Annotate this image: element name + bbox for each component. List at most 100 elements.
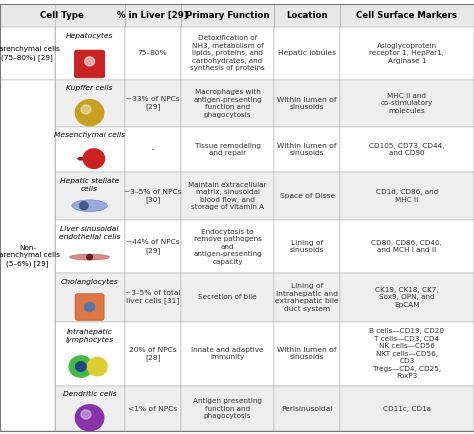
Bar [340,386,474,431]
Circle shape [75,404,104,431]
Text: % in Liver [29]: % in Liver [29] [118,11,188,20]
Text: Non-
Parenchymal cells
(5–6%) [29]: Non- Parenchymal cells (5–6%) [29] [0,245,60,266]
Circle shape [75,100,104,126]
Text: Within lumen of
sinusoids: Within lumen of sinusoids [277,143,337,156]
Text: Dendritic cells: Dendritic cells [63,391,117,397]
Bar [55,127,125,172]
Circle shape [81,410,91,419]
Bar [181,220,274,273]
Bar [274,27,340,80]
Circle shape [83,149,104,168]
Circle shape [75,362,86,372]
Text: Location: Location [286,11,328,20]
Bar [125,4,181,27]
Text: CK19, CK18, CK7,
Sox9, OPN, and
EpCAM: CK19, CK18, CK7, Sox9, OPN, and EpCAM [375,287,439,308]
Text: Hepatic stellate
cells: Hepatic stellate cells [60,178,119,192]
Text: CD80, CD86, CD40,
and MCH I and II: CD80, CD86, CD40, and MCH I and II [372,240,442,253]
Text: Hepatocytes: Hepatocytes [66,33,113,39]
Circle shape [84,57,94,66]
Text: Intrahepatic
lymphocytes: Intrahepatic lymphocytes [65,329,114,343]
FancyBboxPatch shape [74,50,105,78]
Text: Innate and adaptive
immunity: Innate and adaptive immunity [191,347,264,361]
Bar [125,220,181,273]
Bar [274,172,340,220]
Bar [181,322,274,386]
Bar [340,322,474,386]
Text: Hepatic lobules: Hepatic lobules [278,50,336,56]
Ellipse shape [77,157,84,160]
Text: Kupffer cells: Kupffer cells [66,85,113,92]
Text: Liver sinusoidal
endothelial cells: Liver sinusoidal endothelial cells [59,227,120,240]
Text: MHC II and
co-stimulatory
molecules: MHC II and co-stimulatory molecules [381,93,433,114]
Bar [55,322,125,386]
Text: Secretion of bile: Secretion of bile [198,294,257,300]
Bar [125,27,181,80]
Bar [181,172,274,220]
Bar [340,273,474,322]
Bar [181,4,274,27]
Bar [0,80,55,431]
Text: Lining of
sinusoids: Lining of sinusoids [290,240,325,253]
Bar [55,220,125,273]
Text: Maintain extracellular
matrix, sinusoidal
blood flow, and
storage of vitamin A: Maintain extracellular matrix, sinusoida… [188,182,267,210]
Text: Mesenchymal cells: Mesenchymal cells [54,132,125,138]
Text: ~33% of NPCs
[29]: ~33% of NPCs [29] [126,96,180,110]
Text: Perisinusoidal: Perisinusoidal [282,406,333,411]
Bar [274,322,340,386]
Text: Within lumen of
sinusoids: Within lumen of sinusoids [277,96,337,110]
Bar [340,127,474,172]
Bar [125,273,181,322]
Text: Asioglycoprotein
receptor 1, HepPar1,
Arginase 1: Asioglycoprotein receptor 1, HepPar1, Ar… [369,43,445,64]
Bar [340,172,474,220]
Bar [0,27,55,80]
Bar [274,273,340,322]
Text: 75–80%: 75–80% [138,50,167,56]
Circle shape [87,254,92,260]
Bar [55,172,125,220]
Text: Primary Function: Primary Function [186,11,269,20]
Bar [125,172,181,220]
Bar [55,80,125,127]
Bar [181,273,274,322]
Bar [55,386,125,431]
Text: Cell Surface Markers: Cell Surface Markers [356,11,457,20]
Text: ~3–5% of NPCs
[30]: ~3–5% of NPCs [30] [124,189,182,203]
Bar [181,127,274,172]
Circle shape [81,105,91,114]
Bar [181,27,274,80]
Bar [274,386,340,431]
Text: Parenchymal cells
(75–80%) [29]: Parenchymal cells (75–80%) [29] [0,46,60,60]
Bar [274,4,340,27]
Circle shape [69,356,92,377]
Text: 20% of NPCs
[28]: 20% of NPCs [28] [129,347,176,361]
Text: Cell Type: Cell Type [40,11,84,20]
Text: <1% of NPCs: <1% of NPCs [128,406,177,411]
Text: Lining of
intrahepatic and
extrahepatic bile
duct system: Lining of intrahepatic and extrahepatic … [275,283,339,312]
Text: Macrophages with
antigen-presenting
function and
phagocytosis: Macrophages with antigen-presenting func… [193,89,262,118]
Bar [274,80,340,127]
Text: CD11c, CD1a: CD11c, CD1a [383,406,431,411]
Circle shape [87,358,107,376]
Text: B cells—CD19, CD20
T cells—CD3, CD4
NK cells—CD56
NKT cells—CD56,
CD3
Tregs—CD4,: B cells—CD19, CD20 T cells—CD3, CD4 NK c… [369,328,445,379]
Text: Within lumen of
sinusoids: Within lumen of sinusoids [277,347,337,361]
Text: CD105, CD73, CD44,
and CD90: CD105, CD73, CD44, and CD90 [369,143,445,156]
Bar [125,322,181,386]
Text: ~44% of NPCs
[29]: ~44% of NPCs [29] [126,240,180,253]
Bar [340,80,474,127]
Bar [274,127,340,172]
Bar [55,273,125,322]
Circle shape [80,202,88,210]
Ellipse shape [72,200,107,211]
Text: CD1d, CD86, and
MHC II: CD1d, CD86, and MHC II [376,189,438,203]
Text: Cholangiocytes: Cholangiocytes [61,279,118,285]
Bar [55,27,125,80]
Text: ~3–5% of total
liver cells [31]: ~3–5% of total liver cells [31] [125,290,181,304]
Bar [340,27,474,80]
Bar [125,386,181,431]
Bar [274,220,340,273]
Bar [340,220,474,273]
Ellipse shape [70,254,109,260]
Text: Tissue remodeling
and repair: Tissue remodeling and repair [194,143,261,156]
FancyBboxPatch shape [75,294,104,320]
Bar [181,386,274,431]
